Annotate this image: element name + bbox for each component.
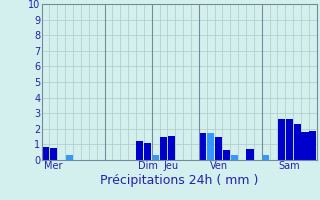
Bar: [231, 155, 238, 160]
Bar: [286, 119, 293, 160]
Bar: [278, 119, 285, 160]
Bar: [152, 155, 159, 160]
Bar: [168, 136, 175, 160]
X-axis label: Précipitations 24h ( mm ): Précipitations 24h ( mm ): [100, 174, 258, 187]
Bar: [42, 147, 49, 160]
Bar: [207, 133, 214, 160]
Bar: [50, 148, 57, 160]
Bar: [294, 124, 301, 160]
Bar: [136, 141, 143, 160]
Bar: [199, 133, 206, 160]
Bar: [144, 143, 151, 160]
Bar: [215, 137, 222, 160]
Bar: [309, 131, 316, 160]
Bar: [301, 132, 308, 160]
Bar: [223, 150, 230, 160]
Bar: [66, 155, 73, 160]
Bar: [160, 137, 167, 160]
Bar: [246, 149, 253, 160]
Bar: [262, 155, 269, 160]
